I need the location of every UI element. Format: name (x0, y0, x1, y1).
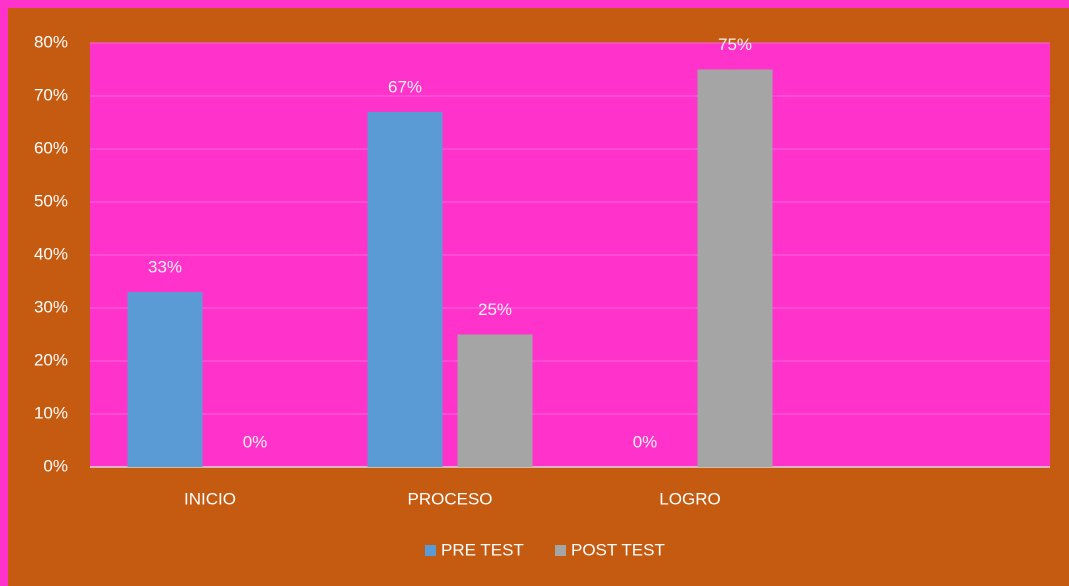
data-label: 75% (718, 35, 752, 54)
bar (697, 69, 773, 467)
y-tick-label: 0% (43, 456, 68, 475)
bar (367, 111, 443, 468)
y-tick-label: 10% (34, 403, 68, 422)
y-tick-label: 40% (34, 244, 68, 263)
x-tick-label: LOGRO (659, 489, 720, 508)
data-label: 0% (243, 432, 268, 451)
y-tick-label: 20% (34, 350, 68, 369)
legend-swatch (425, 545, 436, 556)
y-tick-label: 60% (34, 138, 68, 157)
y-tick-label: 50% (34, 191, 68, 210)
bar (127, 292, 203, 467)
data-label: 0% (633, 432, 658, 451)
y-tick-label: 80% (34, 32, 68, 51)
x-tick-label: PROCESO (407, 489, 492, 508)
bar (457, 334, 533, 467)
legend-swatch (555, 545, 566, 556)
legend-label: PRE TEST (441, 540, 524, 559)
y-tick-label: 70% (34, 85, 68, 104)
y-tick-label: 30% (34, 297, 68, 316)
data-label: 25% (478, 300, 512, 319)
data-label: 33% (148, 258, 182, 277)
legend-label: POST TEST (571, 540, 665, 559)
x-tick-label: INICIO (184, 489, 236, 508)
data-label: 67% (388, 77, 422, 96)
